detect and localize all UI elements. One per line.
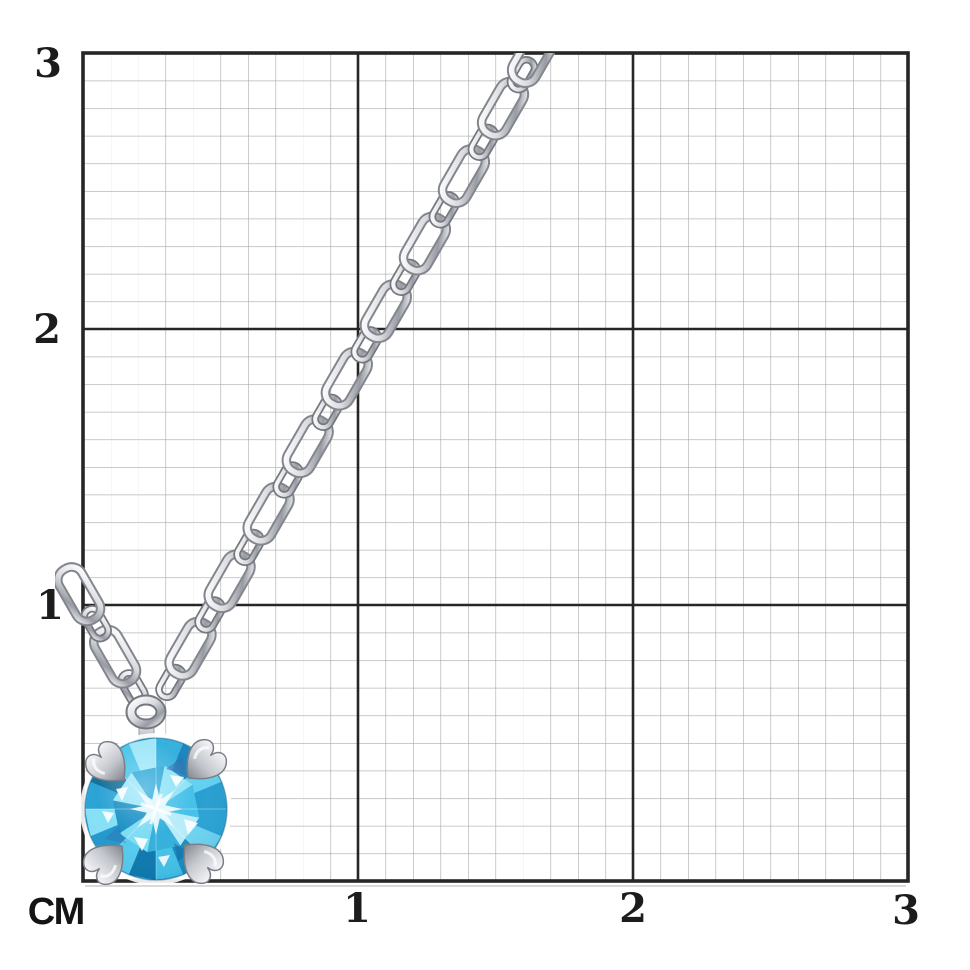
y-axis-tick-2: 2: [33, 306, 61, 353]
pendant-stone: [77, 733, 233, 891]
y-axis-tick-1: 1: [36, 582, 64, 629]
x-axis-tick-3: 3: [892, 887, 920, 934]
cm-grid: [81, 51, 910, 887]
pendant: [77, 694, 233, 891]
stone-girdle: [84, 737, 228, 881]
x-axis-tick-1: 1: [343, 885, 371, 932]
unit-label: СМ: [27, 891, 86, 933]
grid-border: [81, 51, 910, 883]
y-axis-tick-3: 3: [34, 40, 62, 87]
grid-major-lines: [83, 53, 908, 881]
grid-minor-lines: [83, 53, 908, 881]
x-axis-tick-2: 2: [619, 885, 647, 932]
